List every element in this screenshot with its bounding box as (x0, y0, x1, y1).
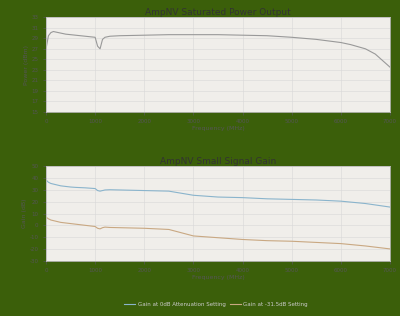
Gain at 0dB Attenuation Setting (108, 188, 112, 191)
Gain at 0dB Attenuation Setting (100, 189, 105, 192)
Gain at 0dB Attenuation Setting (88, 186, 93, 190)
Gain at 0dB Attenuation Setting (216, 195, 220, 199)
Gain at -31.5dB Setting (108, 226, 112, 229)
Gain at -31.5dB Setting (102, 225, 107, 229)
Gain at 0dB Attenuation Setting (48, 182, 53, 185)
Gain at -31.5dB Setting (68, 222, 73, 225)
Gain at -31.5dB Setting (54, 219, 58, 223)
Y-axis label: Gain (dB): Gain (dB) (22, 199, 26, 228)
Gain at -31.5dB Setting (78, 223, 83, 227)
Gain at 0dB Attenuation Setting (166, 189, 171, 193)
Gain at 0dB Attenuation Setting (388, 205, 392, 209)
Gain at -31.5dB Setting (216, 236, 220, 240)
Title: AmpNV Small Signal Gain: AmpNV Small Signal Gain (160, 157, 276, 166)
Gain at -31.5dB Setting (338, 242, 343, 246)
Gain at 0dB Attenuation Setting (363, 202, 368, 205)
Legend: Gain at 0dB Attenuation Setting, Gain at -31.5dB Setting: Gain at 0dB Attenuation Setting, Gain at… (122, 300, 310, 309)
Gain at -31.5dB Setting (240, 238, 245, 241)
Gain at 0dB Attenuation Setting (73, 185, 78, 189)
X-axis label: Frequency (MHz): Frequency (MHz) (192, 126, 244, 131)
Gain at 0dB Attenuation Setting (44, 178, 48, 182)
Gain at -31.5dB Setting (191, 234, 196, 238)
Gain at 0dB Attenuation Setting (102, 188, 107, 192)
Gain at 0dB Attenuation Setting (142, 189, 147, 192)
Gain at -31.5dB Setting (117, 226, 122, 230)
Gain at 0dB Attenuation Setting (265, 197, 270, 201)
Gain at -31.5dB Setting (265, 239, 270, 243)
Gain at 0dB Attenuation Setting (68, 185, 73, 189)
Gain at -31.5dB Setting (46, 217, 51, 221)
Gain at -31.5dB Setting (363, 244, 368, 248)
Gain at 0dB Attenuation Setting (191, 193, 196, 197)
Gain at 0dB Attenuation Setting (117, 188, 122, 192)
Gain at -31.5dB Setting (98, 227, 102, 231)
Gain at 0dB Attenuation Setting (93, 187, 98, 191)
Gain at -31.5dB Setting (289, 239, 294, 243)
Gain at -31.5dB Setting (63, 221, 68, 225)
Gain at -31.5dB Setting (100, 226, 105, 230)
Gain at 0dB Attenuation Setting (54, 183, 58, 186)
Gain at 0dB Attenuation Setting (338, 199, 343, 203)
Gain at -31.5dB Setting (73, 222, 78, 226)
Gain at -31.5dB Setting (58, 221, 63, 224)
Gain at 0dB Attenuation Setting (314, 198, 319, 202)
Gain at 0dB Attenuation Setting (98, 189, 102, 193)
Gain at -31.5dB Setting (48, 218, 53, 222)
Gain at 0dB Attenuation Setting (58, 184, 63, 188)
Gain at -31.5dB Setting (142, 226, 147, 230)
Gain at 0dB Attenuation Setting (240, 196, 245, 199)
Y-axis label: Power (dBm): Power (dBm) (24, 45, 28, 85)
Gain at 0dB Attenuation Setting (46, 180, 51, 184)
Gain at -31.5dB Setting (95, 226, 100, 230)
Title: AmpNV Saturated Power Output: AmpNV Saturated Power Output (145, 8, 291, 17)
X-axis label: Frequency (MHz): Frequency (MHz) (192, 275, 244, 280)
Line: Gain at 0dB Attenuation Setting: Gain at 0dB Attenuation Setting (46, 180, 390, 207)
Gain at 0dB Attenuation Setting (78, 186, 83, 190)
Gain at -31.5dB Setting (314, 240, 319, 244)
Gain at 0dB Attenuation Setting (95, 189, 100, 192)
Gain at -31.5dB Setting (166, 228, 171, 231)
Gain at 0dB Attenuation Setting (63, 185, 68, 188)
Gain at 0dB Attenuation Setting (289, 198, 294, 201)
Gain at -31.5dB Setting (83, 223, 88, 227)
Gain at -31.5dB Setting (44, 215, 48, 219)
Gain at 0dB Attenuation Setting (83, 186, 88, 190)
Gain at -31.5dB Setting (88, 224, 93, 228)
Line: Gain at -31.5dB Setting: Gain at -31.5dB Setting (46, 217, 390, 249)
Gain at -31.5dB Setting (388, 247, 392, 251)
Gain at -31.5dB Setting (93, 225, 98, 228)
